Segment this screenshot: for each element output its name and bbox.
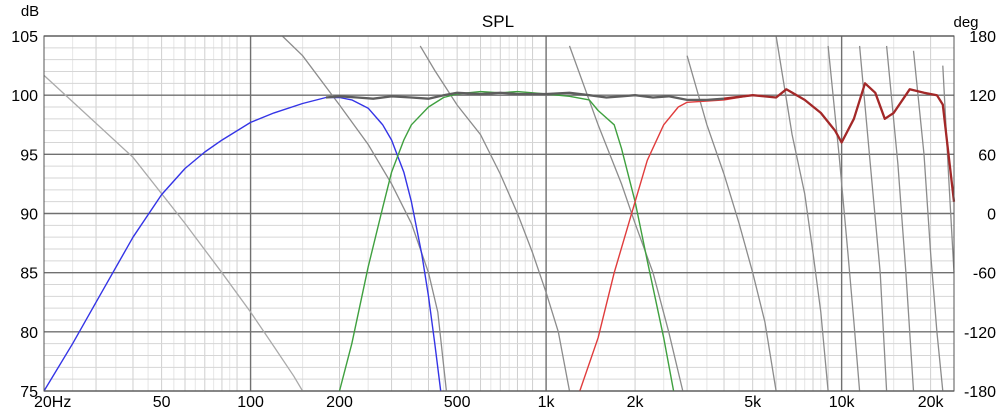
y-left-tick-label: 80 <box>20 325 38 342</box>
y-left-tick-label: 75 <box>20 384 38 401</box>
x-tick-labels: 20Hz 50 100 200 500 1k 2k 5k 10k 20k <box>34 394 944 411</box>
phase-hf-curve <box>686 55 777 392</box>
y-right-tick-label: 0 <box>987 207 996 224</box>
y-right-tick-labels: -180 -120 -60 0 60 120 180 <box>964 29 996 401</box>
y-left-tick-label: 85 <box>20 266 38 283</box>
phase-hf-curve <box>827 45 861 392</box>
phase-low-curve <box>43 74 304 392</box>
phase-mid-curve <box>419 45 571 392</box>
phase-woofer-curve <box>281 35 448 392</box>
x-tick-label: 1k <box>538 394 556 411</box>
y-right-tick-label: 60 <box>978 147 996 164</box>
x-tick-label: 20k <box>918 394 945 411</box>
y-left-tick-label: 100 <box>11 88 38 105</box>
phase-hf-curve <box>885 45 915 392</box>
y-left-tick-label: 90 <box>20 207 38 224</box>
x-tick-label: 200 <box>326 394 353 411</box>
plot-frame <box>43 35 955 392</box>
y-right-unit: deg <box>953 14 978 31</box>
phase-hf-curve <box>858 45 888 392</box>
y-left-unit: dB <box>21 3 39 20</box>
x-tick-label: 5k <box>744 394 762 411</box>
y-right-tick-label: 120 <box>969 88 996 105</box>
y-right-tick-label: -120 <box>964 325 996 342</box>
phase-curves <box>43 35 955 392</box>
y-right-tick-label: 180 <box>969 29 996 46</box>
phase-hf-curve <box>912 50 944 392</box>
sum-hf-spl-curve <box>723 82 956 202</box>
x-tick-label: 50 <box>153 394 171 411</box>
x-tick-label: 10k <box>829 394 856 411</box>
major-grid <box>44 35 954 392</box>
phase-hf-curve <box>942 65 955 273</box>
x-tick-label: 100 <box>237 394 264 411</box>
x-tick-label: 20Hz <box>34 394 71 411</box>
phase-hf-curve <box>775 35 829 392</box>
woofer-spl-curve <box>43 96 442 392</box>
y-right-tick-label: -180 <box>964 384 996 401</box>
spl-curves <box>43 82 956 392</box>
y-left-tick-labels: 75 80 85 90 95 100 105 <box>11 29 38 401</box>
y-left-tick-label: 95 <box>20 147 38 164</box>
y-right-tick-label: -60 <box>973 266 996 283</box>
x-tick-label: 500 <box>444 394 471 411</box>
y-left-tick-label: 105 <box>11 29 38 46</box>
sum-spl-curve <box>325 91 725 102</box>
phase-mid-curve <box>568 45 684 392</box>
x-tick-label: 2k <box>627 394 645 411</box>
chart-title: SPL <box>482 12 514 31</box>
